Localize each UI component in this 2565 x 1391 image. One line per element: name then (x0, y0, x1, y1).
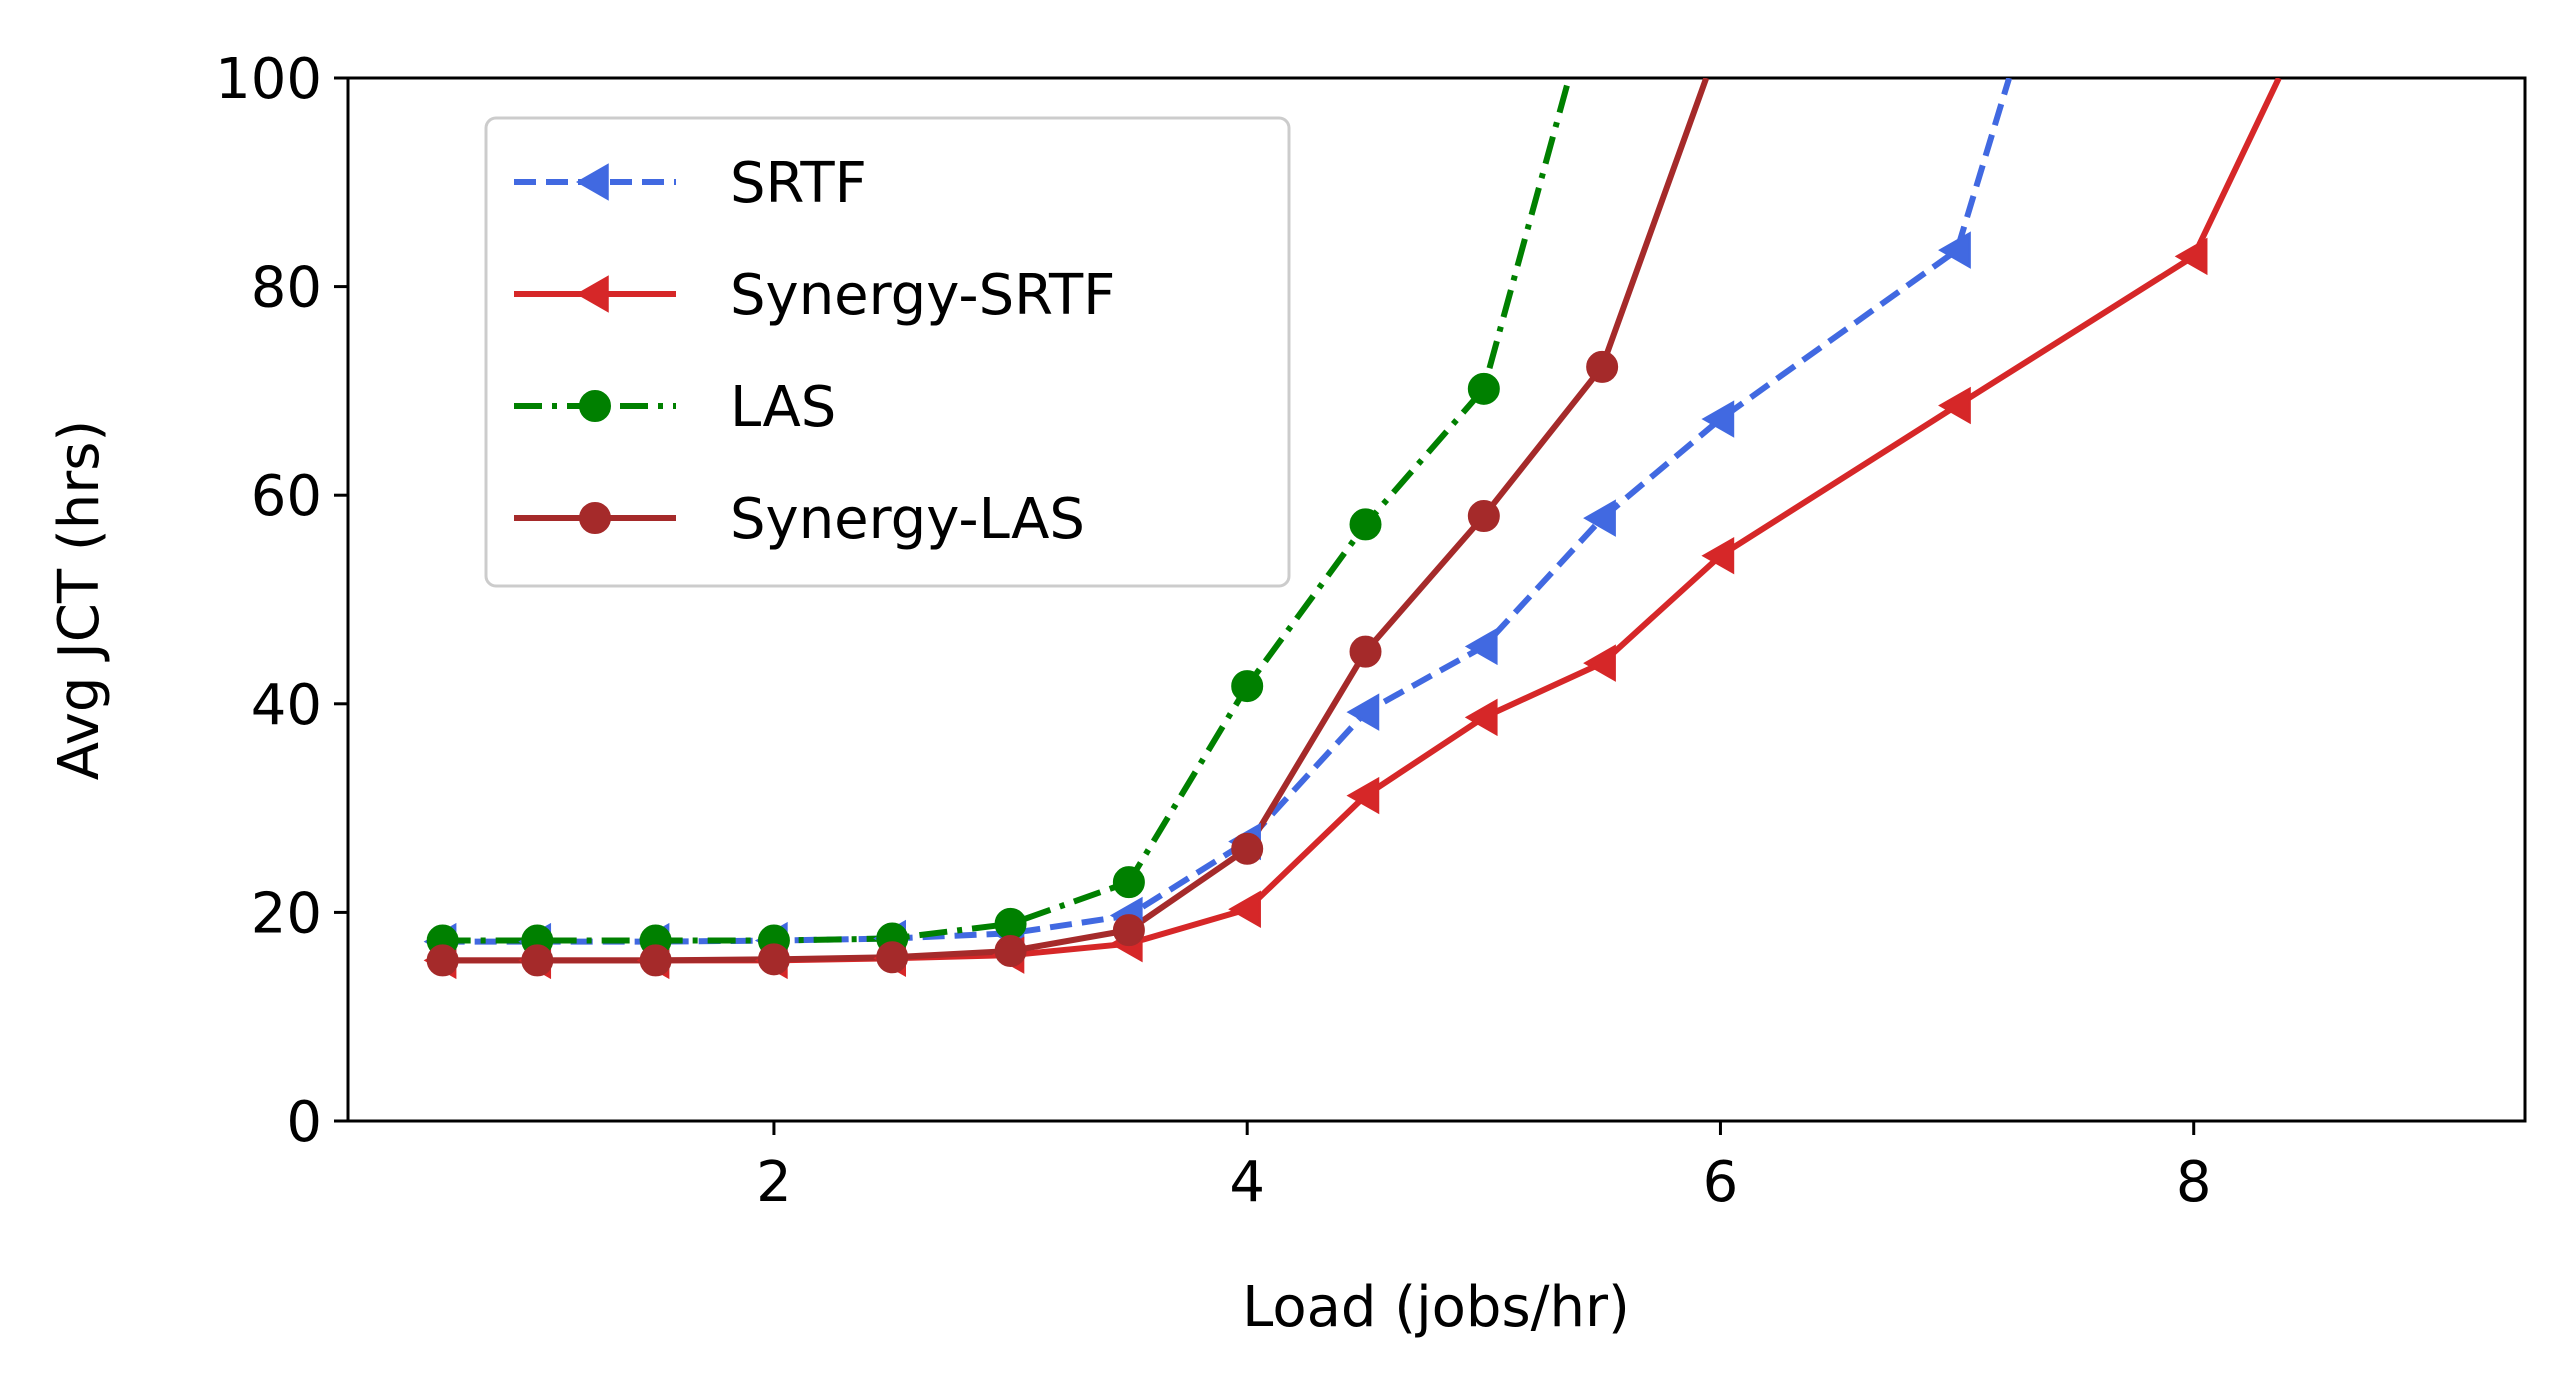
legend-item-srtf: SRTF (514, 151, 867, 216)
y-tick-label: 100 (215, 47, 322, 112)
legend-item-synergy-las: Synergy-LAS (514, 487, 1085, 552)
data-point-synergy-las (876, 941, 909, 974)
series-line-synergy-las (442, 78, 1710, 964)
legend-item-synergy-srtf: Synergy-SRTF (514, 263, 1115, 328)
data-point-las (1467, 372, 1500, 405)
data-point-synergy-srtf (1464, 698, 1498, 737)
data-point-synergy-srtf (1701, 536, 1735, 575)
data-point-srtf (1938, 231, 1971, 269)
data-point-synergy-srtf (1938, 386, 1971, 425)
x-axis-label: Load (jobs/hr) (1242, 1275, 1630, 1340)
data-point-synergy-las (639, 944, 672, 977)
y-axis: 0 20 40 60 80 100 (215, 47, 348, 1155)
data-point-synergy-las (1112, 914, 1145, 947)
y-tick-label: 0 (286, 1090, 322, 1155)
data-point-las (1349, 508, 1382, 541)
data-point-synergy-las (757, 943, 790, 976)
data-point-srtf (1346, 693, 1380, 731)
data-point-synergy-las (1467, 500, 1500, 533)
x-tick-label: 6 (1703, 1150, 1739, 1215)
data-point-synergy-srtf (1228, 890, 1261, 928)
marker-layer (423, 231, 2208, 980)
data-point-synergy-las (1586, 350, 1619, 383)
x-axis: 2 4 6 8 (756, 1121, 2212, 1215)
legend-item-las: LAS (514, 375, 836, 440)
legend-marker (579, 502, 611, 534)
data-point-las (1231, 670, 1264, 703)
data-point-synergy-srtf (1346, 776, 1380, 815)
y-tick-label: 20 (251, 881, 322, 946)
legend-marker (575, 275, 609, 313)
data-point-srtf (1583, 499, 1616, 537)
legend-marker (575, 163, 609, 201)
data-point-las (1112, 866, 1145, 899)
legend-marker (579, 390, 611, 422)
y-axis-label: Avg JCT (hrs) (47, 420, 112, 781)
data-point-srtf (1464, 627, 1498, 666)
x-tick-label: 2 (756, 1150, 792, 1215)
y-tick-label: 80 (251, 256, 322, 321)
legend-box (484, 116, 1291, 588)
y-tick-label: 40 (251, 673, 322, 738)
x-tick-label: 8 (2176, 1150, 2212, 1215)
data-point-synergy-las (426, 944, 459, 977)
legend-label: Synergy-LAS (730, 487, 1085, 552)
legend-label: SRTF (730, 151, 867, 216)
data-point-synergy-srtf (2174, 237, 2208, 276)
legend-label: LAS (730, 375, 836, 440)
data-point-synergy-las (1231, 832, 1264, 865)
legend-label: Synergy-SRTF (730, 263, 1115, 328)
data-point-synergy-las (994, 934, 1027, 967)
legend: SRTF Synergy-SRTF LAS Synergy-LAS (484, 116, 1291, 588)
x-tick-label: 4 (1229, 1150, 1265, 1215)
data-point-srtf (1701, 400, 1735, 438)
data-point-synergy-srtf (1583, 644, 1616, 682)
data-point-las (994, 907, 1027, 940)
y-tick-label: 60 (251, 464, 322, 529)
data-point-synergy-las (521, 944, 554, 977)
data-point-synergy-las (1349, 635, 1382, 668)
